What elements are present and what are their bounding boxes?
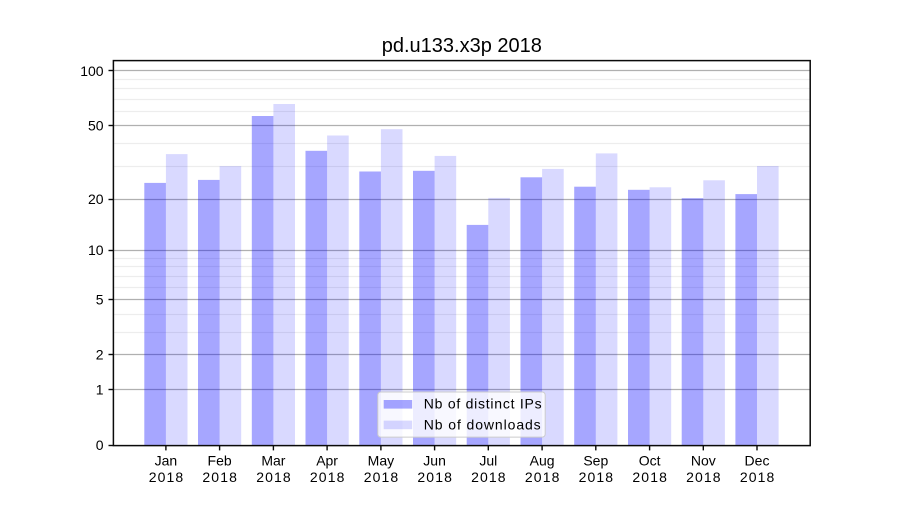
- svg-text:Nb of downloads: Nb of downloads: [424, 417, 542, 433]
- svg-text:Feb: Feb: [208, 452, 232, 468]
- svg-text:2018: 2018: [686, 469, 722, 485]
- svg-text:100: 100: [80, 63, 104, 79]
- svg-text:20: 20: [88, 191, 104, 207]
- svg-text:2018: 2018: [525, 469, 561, 485]
- svg-text:2018: 2018: [417, 469, 453, 485]
- svg-text:pd.u133.x3p 2018: pd.u133.x3p 2018: [382, 35, 542, 57]
- svg-text:2018: 2018: [471, 469, 507, 485]
- svg-text:2018: 2018: [310, 469, 346, 485]
- svg-text:2: 2: [96, 347, 104, 363]
- svg-text:2018: 2018: [579, 469, 615, 485]
- svg-text:May: May: [368, 452, 394, 468]
- svg-text:10: 10: [88, 242, 104, 258]
- svg-text:50: 50: [88, 118, 104, 134]
- svg-text:Jul: Jul: [479, 452, 497, 468]
- svg-text:2018: 2018: [202, 469, 238, 485]
- svg-text:Jan: Jan: [155, 452, 178, 468]
- svg-text:Sep: Sep: [583, 452, 608, 468]
- svg-text:2018: 2018: [740, 469, 776, 485]
- svg-text:2018: 2018: [364, 469, 400, 485]
- svg-text:Aug: Aug: [530, 452, 555, 468]
- svg-text:Nb of distinct IPs: Nb of distinct IPs: [424, 396, 543, 412]
- svg-text:Dec: Dec: [745, 452, 770, 468]
- svg-text:1: 1: [96, 381, 104, 397]
- svg-text:2018: 2018: [149, 469, 185, 485]
- svg-text:Oct: Oct: [639, 452, 661, 468]
- svg-text:0: 0: [96, 437, 104, 453]
- svg-text:Nov: Nov: [691, 452, 716, 468]
- svg-text:2018: 2018: [632, 469, 668, 485]
- svg-text:Jun: Jun: [423, 452, 446, 468]
- svg-text:5: 5: [96, 292, 104, 308]
- svg-text:Mar: Mar: [261, 452, 285, 468]
- svg-text:Apr: Apr: [316, 452, 338, 468]
- svg-text:2018: 2018: [256, 469, 292, 485]
